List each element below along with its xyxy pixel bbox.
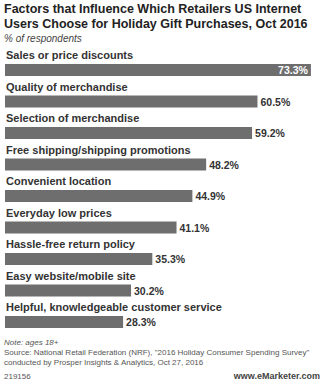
bar xyxy=(5,316,123,328)
chart: Sales or price discounts 73.3% Quality of … xyxy=(0,0,324,386)
data-label: 59.2% xyxy=(255,127,285,139)
title: Factors that Influence Which Retailers U… xyxy=(4,2,320,32)
data-label: 48.2% xyxy=(209,159,239,171)
category-label: Quality of merchandise xyxy=(6,81,128,93)
data-label: 41.1% xyxy=(180,222,210,234)
source: Source: National Retail Federation (NRF)… xyxy=(4,348,320,368)
bar xyxy=(5,159,206,171)
category-label: Helpful, knowledgeable customer service xyxy=(6,301,222,313)
brand: www.eMarketer.com xyxy=(234,371,320,381)
category-label: Sales or price discounts xyxy=(6,49,133,61)
data-label: 60.5% xyxy=(260,96,290,108)
category-label: Convenient location xyxy=(6,175,111,187)
data-label: 30.2% xyxy=(134,285,164,297)
footer: Note: ages 18+ Source: National Retail F… xyxy=(4,338,320,368)
bar xyxy=(5,222,177,234)
category-label: Selection of merchandise xyxy=(6,112,139,124)
labels: Sales or price discounts 73.3% Quality of … xyxy=(6,49,309,328)
bar xyxy=(5,253,152,265)
data-label: 28.3% xyxy=(126,316,156,328)
bar xyxy=(5,64,311,76)
category-label: Free shipping/shipping promotions xyxy=(6,144,191,156)
bar xyxy=(5,285,131,297)
bar xyxy=(5,190,192,202)
chart-id: 219156 xyxy=(4,372,31,381)
data-label: 73.3% xyxy=(278,64,308,76)
subtitle: % of respondents xyxy=(4,33,82,44)
data-label: 35.3% xyxy=(155,253,185,265)
category-label: Everyday low prices xyxy=(6,207,112,219)
category-label: Easy website/mobile site xyxy=(6,270,136,282)
bar xyxy=(5,96,257,108)
bars xyxy=(5,64,311,328)
category-label: Hassle-free return policy xyxy=(6,238,136,250)
note: Note: ages 18+ xyxy=(4,338,320,348)
bar xyxy=(5,127,252,139)
data-label: 44.9% xyxy=(195,190,225,202)
